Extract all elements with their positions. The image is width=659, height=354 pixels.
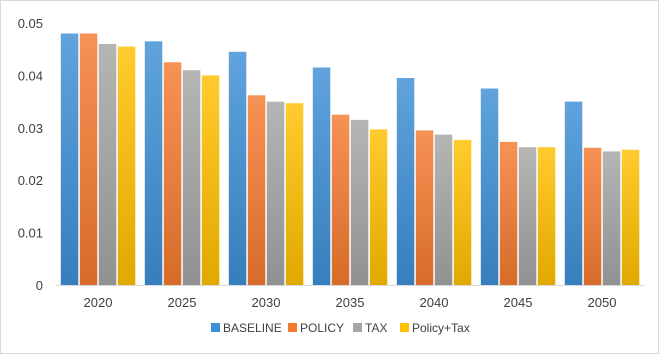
y-tick-label: 0.01 — [18, 226, 43, 241]
bar-policy-2025 — [163, 62, 182, 285]
x-tick-label: 2040 — [420, 295, 449, 310]
bar-policy-tax-2040 — [453, 139, 472, 285]
y-tick-label: 0 — [36, 278, 43, 293]
legend-label: BASELINE — [223, 321, 282, 335]
legend-swatch — [211, 323, 220, 332]
legend: BASELINE POLICY TAX Policy+Tax — [211, 321, 470, 335]
x-tick-label: 2035 — [336, 295, 365, 310]
bar-policy-tax-2045 — [537, 147, 556, 285]
y-axis-ticks: 0 0.01 0.02 0.03 0.04 0.05 — [18, 16, 43, 293]
bar-baseline-2020 — [60, 33, 79, 285]
legend-label: TAX — [365, 321, 387, 335]
bar-policy-2040 — [415, 130, 434, 285]
bar-tax-2020 — [98, 44, 117, 285]
legend-label: POLICY — [300, 321, 344, 335]
y-tick-label: 0.03 — [18, 121, 43, 136]
bars — [60, 33, 640, 286]
legend-label: Policy+Tax — [412, 321, 470, 335]
bar-tax-2040 — [434, 134, 453, 285]
bar-baseline-2025 — [144, 41, 163, 285]
y-tick-label: 0.04 — [18, 68, 43, 83]
bar-policy-tax-2050 — [621, 149, 640, 285]
legend-swatch — [288, 323, 297, 332]
bar-baseline-2050 — [564, 101, 583, 285]
y-tick-label: 0.02 — [18, 173, 43, 188]
x-tick-label: 2020 — [84, 295, 113, 310]
bar-policy-tax-2030 — [285, 103, 304, 285]
bar-tax-2025 — [182, 70, 201, 285]
bar-policy-2045 — [499, 141, 518, 285]
bar-policy-2050 — [583, 147, 602, 285]
bar-tax-2030 — [266, 101, 285, 285]
bar-policy-2030 — [247, 95, 266, 285]
legend-swatch — [353, 323, 362, 332]
x-tick-label: 2025 — [168, 295, 197, 310]
bar-tax-2045 — [518, 147, 537, 285]
legend-swatch — [400, 323, 409, 332]
x-tick-label: 2045 — [504, 295, 533, 310]
x-tick-label: 2030 — [252, 295, 281, 310]
bar-tax-2050 — [602, 151, 621, 285]
x-tick-label: 2050 — [588, 295, 617, 310]
bar-policy-tax-2025 — [201, 75, 220, 286]
bar-baseline-2045 — [480, 88, 499, 285]
bar-policy-2020 — [79, 33, 98, 285]
bar-tax-2035 — [350, 119, 369, 286]
y-tick-label: 0.05 — [18, 16, 43, 31]
bar-baseline-2035 — [312, 67, 331, 285]
x-axis-ticks: 2020 2025 2030 2035 2040 2045 2050 — [84, 295, 617, 310]
bar-baseline-2030 — [228, 51, 247, 285]
bar-policy-2035 — [331, 114, 350, 285]
bar-policy-tax-2035 — [369, 129, 388, 285]
bar-baseline-2040 — [396, 78, 415, 285]
bar-policy-tax-2020 — [117, 46, 136, 285]
